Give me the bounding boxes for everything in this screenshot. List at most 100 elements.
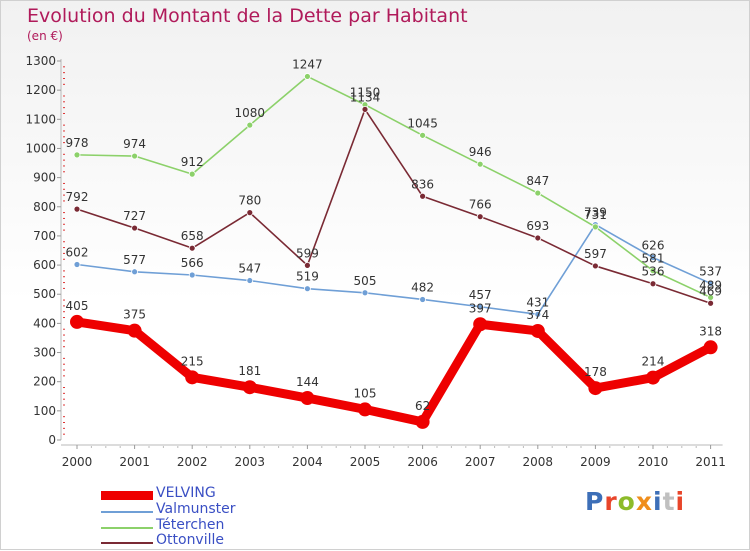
data-label-t-terchen: 1045	[407, 116, 438, 130]
data-point-t-terchen	[73, 151, 81, 159]
data-label-t-terchen: 731	[584, 208, 607, 222]
series-line-velving	[72, 317, 716, 427]
data-label-ottonville: 469	[699, 284, 722, 298]
data-point-t-terchen	[246, 121, 254, 129]
x-tick-label: 2007	[465, 455, 496, 469]
data-point-velving	[530, 323, 545, 338]
data-label-velving: 178	[584, 365, 607, 379]
logo-letter: i	[675, 487, 686, 516]
x-tick-label: 2009	[580, 455, 611, 469]
data-point-velving	[242, 380, 257, 395]
data-point-t-terchen	[303, 73, 311, 80]
data-point-t-terchen	[188, 170, 196, 178]
data-label-t-terchen: 1247	[292, 57, 323, 71]
series-line-t-terchen	[76, 75, 712, 299]
data-point-t-terchen	[476, 160, 484, 168]
logo-letter: r	[604, 487, 618, 516]
data-label-valmunster: 482	[411, 280, 434, 294]
data-label-valmunster: 547	[238, 262, 261, 276]
data-label-ottonville: 727	[123, 209, 146, 223]
data-point-velving	[415, 414, 430, 429]
logo-letter: t	[662, 487, 676, 516]
y-tick-label: 300	[33, 346, 56, 360]
data-label-valmunster: 537	[699, 264, 722, 278]
data-point-ottonville	[419, 192, 427, 200]
data-point-ottonville	[131, 224, 139, 232]
data-label-velving: 318	[699, 324, 722, 338]
data-point-t-terchen	[131, 152, 139, 160]
y-tick-label: 1100	[25, 112, 56, 126]
y-tick-label: 900	[33, 171, 56, 185]
legend-label: Valmunster	[156, 501, 236, 517]
logo-letter: i	[653, 487, 663, 516]
data-label-velving: 181	[238, 364, 261, 378]
data-point-ottonville	[73, 205, 81, 213]
data-label-velving: 375	[123, 308, 146, 322]
data-label-ottonville: 599	[296, 246, 319, 260]
data-point-t-terchen	[592, 223, 599, 231]
data-label-velving: 405	[66, 299, 89, 313]
data-point-velving	[358, 402, 372, 417]
y-tick-label: 0	[48, 433, 56, 447]
data-point-velving	[473, 317, 488, 332]
data-point-ottonville	[361, 105, 369, 113]
data-point-velving	[703, 340, 718, 355]
data-label-velving: 144	[296, 375, 319, 389]
data-point-valmunster	[649, 254, 657, 261]
data-label-ottonville: 766	[469, 198, 492, 212]
data-point-ottonville	[592, 262, 599, 270]
x-tick-label: 2002	[177, 455, 208, 469]
data-point-velving	[127, 323, 142, 338]
data-point-ottonville	[303, 261, 311, 269]
y-tick-label: 100	[33, 404, 56, 418]
x-tick-label: 2006	[407, 455, 438, 469]
data-point-valmunster	[188, 271, 196, 279]
data-label-ottonville: 1134	[350, 90, 381, 104]
data-point-velving	[300, 391, 315, 406]
data-point-ottonville	[246, 209, 254, 217]
data-label-ottonville: 536	[642, 265, 665, 279]
legend-swatch	[101, 511, 153, 513]
data-point-valmunster	[73, 261, 81, 268]
x-tick-label: 2005	[350, 455, 381, 469]
data-point-valmunster	[707, 280, 714, 287]
data-label-ottonville: 597	[584, 247, 607, 261]
data-label-valmunster: 577	[123, 253, 146, 267]
data-label-t-terchen: 847	[526, 174, 549, 188]
x-tick-label: 2003	[235, 455, 266, 469]
x-tick-label: 2004	[292, 455, 323, 469]
data-point-velving	[70, 314, 84, 329]
data-point-t-terchen	[649, 267, 657, 275]
data-point-velving	[185, 370, 200, 385]
chart-title: Evolution du Montant de la Dette par Hab…	[27, 5, 468, 27]
data-label-velving: 215	[181, 354, 204, 368]
data-label-velving: 374	[526, 308, 549, 322]
data-point-velving	[588, 381, 603, 396]
data-label-velving: 397	[469, 301, 492, 315]
proxiti-logo: Proxiti	[585, 487, 685, 516]
data-point-valmunster	[419, 296, 427, 303]
data-label-ottonville: 836	[411, 177, 434, 191]
data-label-t-terchen: 1080	[235, 106, 266, 120]
data-label-ottonville: 693	[526, 219, 549, 233]
legend-swatch	[101, 542, 153, 544]
data-label-t-terchen: 912	[181, 155, 204, 169]
data-point-ottonville	[534, 234, 542, 242]
data-label-valmunster: 457	[469, 288, 492, 302]
data-point-ottonville	[476, 213, 484, 221]
x-tick-label: 2011	[695, 455, 726, 469]
data-label-velving: 62	[415, 399, 430, 413]
data-label-ottonville: 780	[238, 194, 261, 208]
data-point-valmunster	[303, 285, 311, 293]
y-tick-label: 600	[33, 258, 56, 272]
data-point-ottonville	[649, 280, 657, 288]
data-label-t-terchen: 974	[123, 137, 146, 151]
x-tick-label: 2000	[62, 455, 93, 469]
y-tick-label: 400	[33, 316, 56, 330]
x-tick-label: 2008	[523, 455, 554, 469]
data-label-valmunster: 626	[642, 238, 665, 252]
data-label-ottonville: 658	[181, 229, 204, 243]
series-line-valmunster	[76, 223, 712, 316]
data-label-valmunster: 566	[181, 256, 204, 270]
